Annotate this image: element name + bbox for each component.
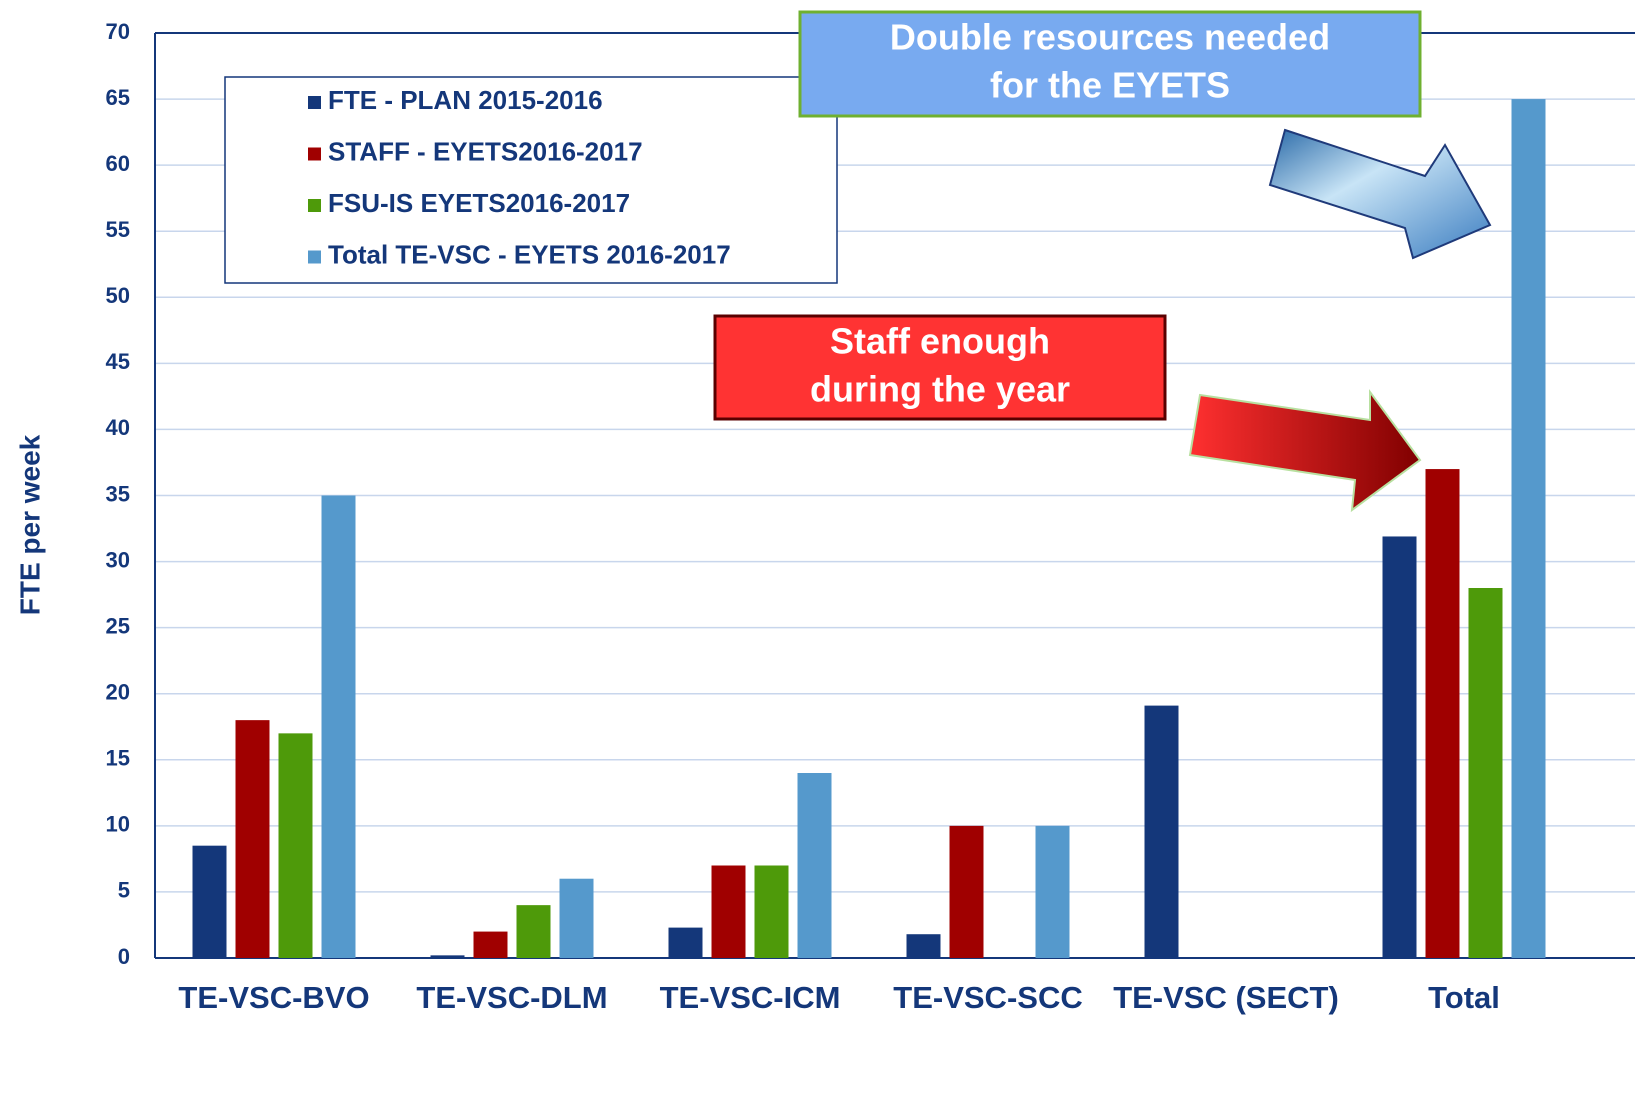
bar [1144, 705, 1179, 958]
bar [278, 733, 313, 958]
y-tick-label: 25 [106, 613, 130, 638]
bar [235, 720, 270, 958]
legend-label: FSU-IS EYETS2016-2017 [328, 188, 630, 218]
arrow [1188, 388, 1422, 513]
bar [192, 845, 227, 958]
bar [949, 825, 984, 958]
y-tick-label: 50 [106, 283, 130, 308]
bar [754, 865, 789, 958]
x-tick-label: TE-VSC-ICM [659, 980, 841, 1015]
legend-label: STAFF - EYETS2016-2017 [328, 136, 643, 166]
x-tick-label: TE-VSC-SCC [893, 980, 1083, 1015]
legend-swatch [308, 147, 321, 161]
y-tick-label: 70 [106, 19, 130, 44]
bar [797, 773, 832, 958]
annotation-box [713, 314, 1167, 421]
y-tick-label: 20 [106, 680, 130, 705]
y-axis-label: FTE per week [14, 434, 45, 615]
y-tick-label: 40 [106, 415, 130, 440]
annotation-text: Staff enough [830, 321, 1050, 362]
x-tick-label: TE-VSC (SECT) [1113, 980, 1339, 1015]
legend-swatch [308, 250, 321, 264]
y-tick-label: 0 [118, 944, 130, 969]
bar [430, 955, 465, 958]
y-tick-label: 15 [106, 746, 130, 771]
bar [1035, 825, 1070, 958]
x-tick-label: TE-VSC-DLM [416, 980, 608, 1015]
bar [473, 931, 508, 958]
annotation-text: during the year [810, 369, 1070, 410]
bar [1468, 588, 1503, 958]
legend-swatch [308, 96, 321, 109]
legend-label: FTE - PLAN 2015-2016 [328, 85, 603, 115]
y-tick-label: 10 [106, 812, 130, 837]
x-tick-label: TE-VSC-BVO [178, 980, 370, 1015]
annotation-text: for the EYETS [990, 65, 1230, 106]
bar [559, 878, 594, 958]
bar [1425, 469, 1460, 958]
y-tick-label: 35 [106, 481, 130, 506]
y-tick-label: 5 [118, 878, 130, 903]
legend-label: Total TE-VSC - EYETS 2016-2017 [328, 239, 731, 269]
annotation-box [798, 10, 1422, 118]
y-tick-label: 60 [106, 151, 130, 176]
bar [906, 934, 941, 958]
bar [516, 905, 551, 958]
annotation-text: Double resources needed [890, 17, 1330, 58]
bar [668, 927, 703, 958]
bar [321, 495, 356, 958]
bar [1382, 536, 1417, 958]
x-tick-label: Total [1428, 980, 1500, 1015]
y-tick-label: 30 [106, 547, 130, 572]
y-tick-label: 45 [106, 349, 130, 374]
legend-box [224, 76, 838, 284]
y-tick-label: 65 [106, 85, 130, 110]
bar [1511, 99, 1546, 959]
legend-swatch [308, 199, 321, 212]
arrow [1268, 128, 1492, 260]
bar [711, 865, 746, 958]
y-tick-label: 55 [106, 217, 130, 242]
